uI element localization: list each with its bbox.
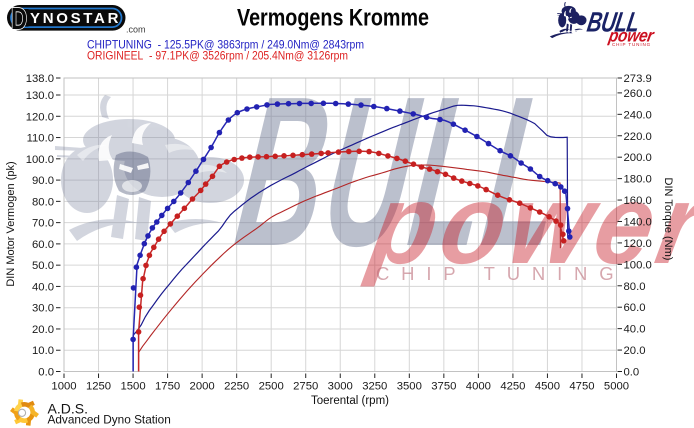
svg-text:100.0: 100.0 [624,259,652,271]
svg-text:CHIPTUNING - 125.5PK@ 3863rpm: CHIPTUNING - 125.5PK@ 3863rpm / 249.0Nm@… [87,38,364,51]
svg-text:180.0: 180.0 [624,174,652,186]
svg-text:BULL: BULL [226,51,579,290]
svg-text:Vermogens Kromme: Vermogens Kromme [237,5,429,32]
svg-text:260.0: 260.0 [624,88,652,100]
svg-text:30.0: 30.0 [32,303,54,315]
svg-text:3750: 3750 [431,381,456,393]
svg-text:140.0: 140.0 [624,216,652,228]
svg-text:4250: 4250 [500,381,525,393]
svg-text:4750: 4750 [569,381,594,393]
svg-text:1000: 1000 [51,381,76,393]
svg-text:BULL: BULL [585,8,642,39]
svg-text:CHIP TUNING: CHIP TUNING [612,42,651,47]
svg-text:ORIGINEEL - 97.1PK@ 3526rpm /: ORIGINEEL - 97.1PK@ 3526rpm / 205.4Nm@ 3… [87,49,348,62]
svg-text:1500: 1500 [120,381,145,393]
svg-text:power: power [359,161,694,287]
svg-text:120.0: 120.0 [26,111,54,123]
svg-text:0.0: 0.0 [38,367,54,379]
svg-text:80.0: 80.0 [624,281,646,293]
svg-text:3250: 3250 [362,381,387,393]
svg-text:2000: 2000 [190,381,215,393]
svg-text:100.0: 100.0 [26,154,54,166]
svg-text:power: power [606,26,656,46]
svg-text:20.0: 20.0 [624,345,646,357]
svg-text:160.0: 160.0 [624,195,652,207]
svg-text:2750: 2750 [293,381,318,393]
svg-text:80.0: 80.0 [32,196,54,208]
svg-text:90.0: 90.0 [32,175,54,187]
svg-text:273.9: 273.9 [624,73,652,85]
svg-text:0.0: 0.0 [624,367,640,379]
svg-text:D: D [11,1,27,35]
svg-text:DIN Motor Vermogen (pk): DIN Motor Vermogen (pk) [5,161,17,286]
svg-text:110.0: 110.0 [27,133,54,145]
svg-text:1750: 1750 [155,381,180,393]
svg-text:DIN Torque (Nm): DIN Torque (Nm) [662,178,674,261]
svg-text:1250: 1250 [86,381,111,393]
svg-text:40.0: 40.0 [624,324,646,336]
svg-text:10.0: 10.0 [32,345,54,357]
svg-text:40.0: 40.0 [32,281,54,293]
svg-text:50.0: 50.0 [32,260,54,272]
svg-text:Toerental (rpm): Toerental (rpm) [311,395,389,407]
svg-text:20.0: 20.0 [32,324,54,336]
svg-text:Advanced Dyno Station: Advanced Dyno Station [48,413,171,427]
svg-text:5000: 5000 [604,381,629,393]
svg-text:138.0: 138.0 [26,73,54,85]
svg-text:2500: 2500 [259,381,284,393]
svg-text:200.0: 200.0 [624,152,652,164]
svg-text:4000: 4000 [466,381,491,393]
svg-text:3000: 3000 [328,381,353,393]
svg-text:70.0: 70.0 [32,218,54,230]
svg-text:60.0: 60.0 [32,239,54,251]
svg-text:130.0: 130.0 [26,90,54,102]
svg-text:60.0: 60.0 [624,302,646,314]
svg-text:220.0: 220.0 [624,131,652,143]
svg-text:CHIP TUNING: CHIP TUNING [376,263,625,284]
svg-text:YNOSTAR: YNOSTAR [30,10,121,27]
svg-text:A.D.S.: A.D.S. [48,401,88,417]
svg-text:4500: 4500 [535,381,560,393]
svg-text:3500: 3500 [397,381,422,393]
svg-text:120.0: 120.0 [624,238,652,250]
svg-text:2250: 2250 [224,381,249,393]
svg-text:240.0: 240.0 [624,109,652,121]
svg-text:.com: .com [126,25,146,35]
